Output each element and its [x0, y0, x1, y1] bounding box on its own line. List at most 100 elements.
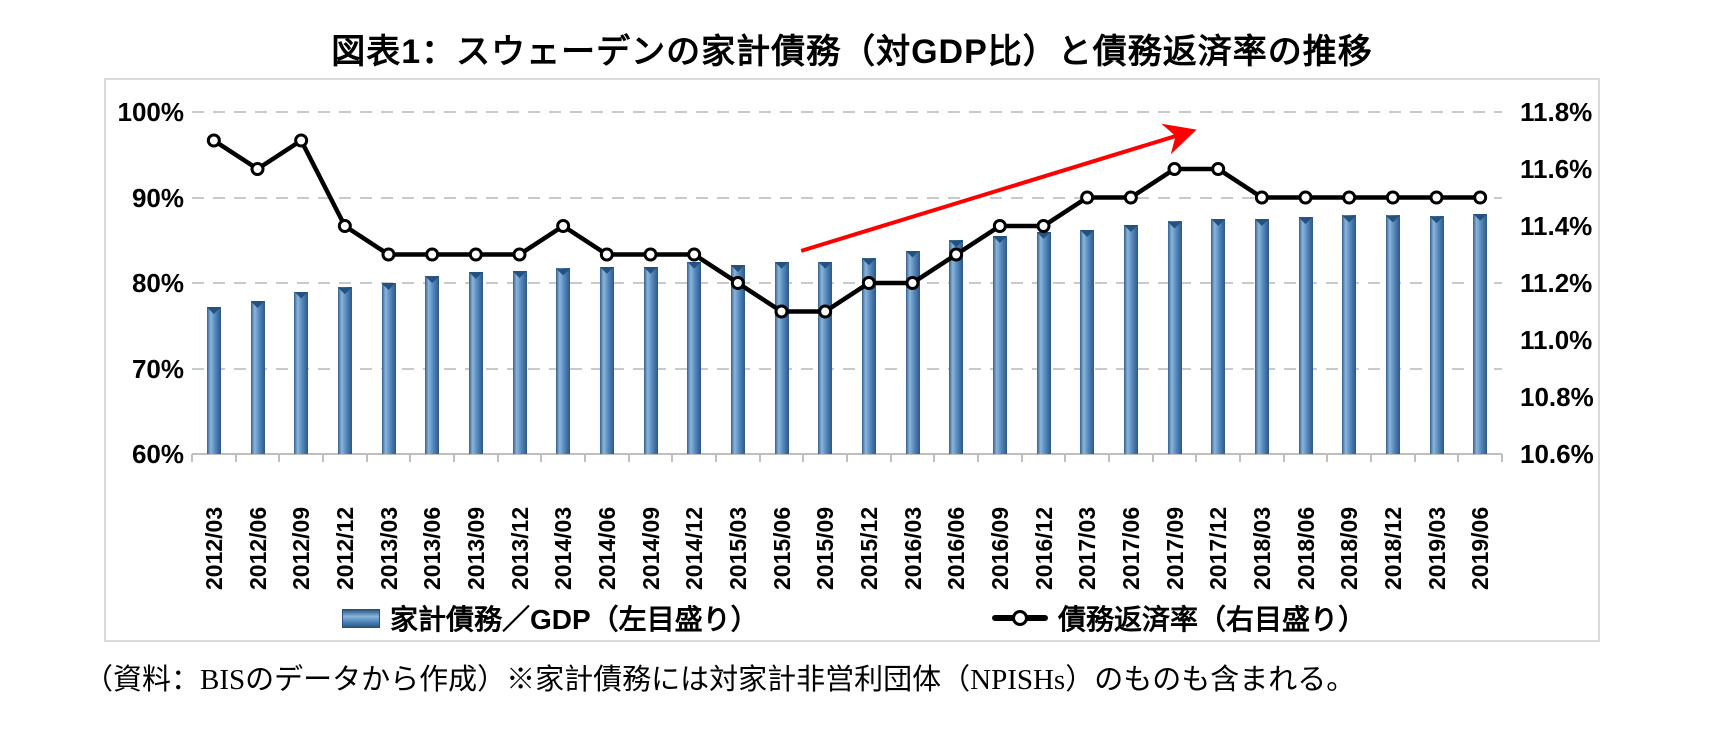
line-series-marker-icon: [992, 610, 1048, 626]
left-axis-tick-label: 80%: [131, 268, 184, 298]
line-marker-2015/06: [774, 304, 789, 319]
x-axis-tick: [802, 454, 805, 462]
bar-series-swatch-icon: [342, 608, 380, 628]
x-axis-tick: [365, 454, 368, 462]
x-axis-label-2018/12: 2018/12: [1379, 506, 1406, 590]
line-marker-2013/06: [425, 247, 440, 262]
x-axis-tick: [758, 454, 761, 462]
gridline: [192, 367, 1502, 370]
bar-2013/06: [425, 276, 440, 454]
x-axis-tick: [1108, 454, 1110, 462]
x-axis-label-2014/09: 2014/09: [637, 506, 664, 590]
bar-2016/12: [1036, 231, 1051, 454]
x-axis-label-2018/09: 2018/09: [1336, 506, 1363, 590]
line-marker-2017/06: [1123, 190, 1138, 205]
line-marker-2013/09: [468, 247, 483, 262]
x-axis-label-2017/09: 2017/09: [1161, 506, 1188, 590]
bar-cap-icon: [1254, 218, 1269, 226]
bar-2019/06: [1473, 213, 1488, 454]
bar-cap-icon: [1080, 229, 1095, 237]
x-axis-label-2014/06: 2014/06: [593, 506, 620, 590]
line-marker-2013/12: [512, 247, 527, 262]
x-axis-tick: [540, 454, 543, 462]
line-marker-2014/03: [556, 219, 571, 233]
bar-2015/03: [730, 265, 745, 454]
left-axis-tick-label: 60%: [131, 439, 184, 469]
bar-cap-icon: [1385, 215, 1400, 223]
right-axis-tick-label: 11.6%: [1520, 154, 1593, 184]
left-axis-tick-label: 100%: [117, 97, 185, 127]
x-axis-label-2014/12: 2014/12: [681, 506, 708, 590]
bar-2014/12: [687, 261, 702, 454]
bar-2012/12: [337, 287, 352, 454]
line-marker-2018/06: [1298, 190, 1313, 205]
x-axis-tick: [1501, 454, 1503, 462]
bar-cap-icon: [905, 250, 920, 258]
bar-cap-icon: [1429, 216, 1444, 224]
bar-cap-icon: [861, 258, 876, 266]
x-axis-label-2012/03: 2012/03: [200, 506, 227, 590]
bar-2019/03: [1429, 216, 1444, 454]
x-axis-label-2015/12: 2015/12: [855, 506, 882, 590]
trend-arrow: [800, 123, 1197, 253]
x-axis-tick: [977, 454, 979, 462]
bar-cap-icon: [643, 266, 658, 274]
line-marker-2018/03: [1254, 190, 1269, 205]
x-axis-tick: [627, 454, 630, 462]
x-axis-tick: [1326, 454, 1329, 462]
chart-title: 図表1：スウェーデンの家計債務（対GDP比）と債務返済率の推移: [331, 33, 1373, 71]
bar-2016/06: [949, 240, 964, 454]
bar-cap-icon: [425, 276, 440, 284]
bar-cap-icon: [250, 300, 265, 308]
x-axis-tick: [1151, 454, 1154, 462]
bar-cap-icon: [774, 261, 789, 269]
bar-cap-icon: [381, 283, 396, 290]
bar-2012/09: [294, 291, 309, 454]
bar-2016/09: [992, 235, 1007, 454]
x-axis-tick: [1370, 454, 1372, 462]
x-axis-label-2016/09: 2016/09: [986, 506, 1013, 590]
bar-cap-icon: [1473, 213, 1488, 221]
legend-label-line: 債務返済率（右目盛り）: [1058, 604, 1367, 635]
bar-cap-icon: [1342, 215, 1357, 223]
gridline: [192, 282, 1502, 284]
bar-cap-icon: [512, 271, 527, 279]
bar-2017/06: [1123, 224, 1138, 454]
line-marker-2014/09: [643, 247, 658, 262]
bar-2015/12: [861, 258, 876, 454]
left-axis-tick-label: 90%: [131, 182, 184, 213]
x-axis-label-2017/03: 2017/03: [1074, 506, 1101, 590]
legend-item-bars: 家計債務／GDP（左目盛り）: [342, 598, 759, 638]
bar-2018/03: [1254, 218, 1269, 454]
line-marker-2016/06: [949, 247, 964, 262]
x-axis-tick: [191, 454, 193, 462]
x-axis-tick: [1457, 454, 1460, 462]
x-axis-label-2013/06: 2013/06: [419, 506, 446, 590]
bar-2018/12: [1385, 215, 1400, 454]
line-marker-2012/12: [337, 219, 352, 233]
bar-cap-icon: [1167, 221, 1182, 229]
x-axis-label-2015/06: 2015/06: [768, 506, 795, 590]
x-axis-tick: [234, 454, 237, 462]
bar-2016/03: [905, 250, 920, 454]
x-axis-tick: [715, 454, 717, 462]
line-marker-2016/09: [992, 219, 1007, 233]
right-axis-tick-label: 11.4%: [1520, 211, 1593, 241]
bar-2017/12: [1211, 218, 1226, 454]
bar-cap-icon: [206, 306, 221, 314]
source-caption: （資料：BISのデータから作成）※家計債務には対家計非営利団体（NPISHs）の…: [84, 664, 1356, 696]
chart-frame: 100% 90% 80% 70% 60% 11.8% 11.6% 11.4% 11.2% 11.…: [104, 78, 1600, 642]
x-axis-tick: [1195, 454, 1198, 462]
bar-2018/06: [1298, 217, 1313, 454]
debt-service-ratio-line: [212, 137, 1481, 314]
right-axis-tick-label: 11.0%: [1520, 325, 1593, 355]
bar-cap-icon: [730, 265, 745, 273]
x-axis-tick: [1020, 454, 1023, 462]
bar-cap-icon: [556, 268, 571, 276]
x-axis-tick: [496, 454, 499, 462]
line-series-and-arrow: [206, 123, 1488, 319]
line-marker-2016/12: [1036, 219, 1051, 233]
bar-cap-icon: [1298, 217, 1313, 225]
x-axis-tick: [671, 454, 674, 462]
